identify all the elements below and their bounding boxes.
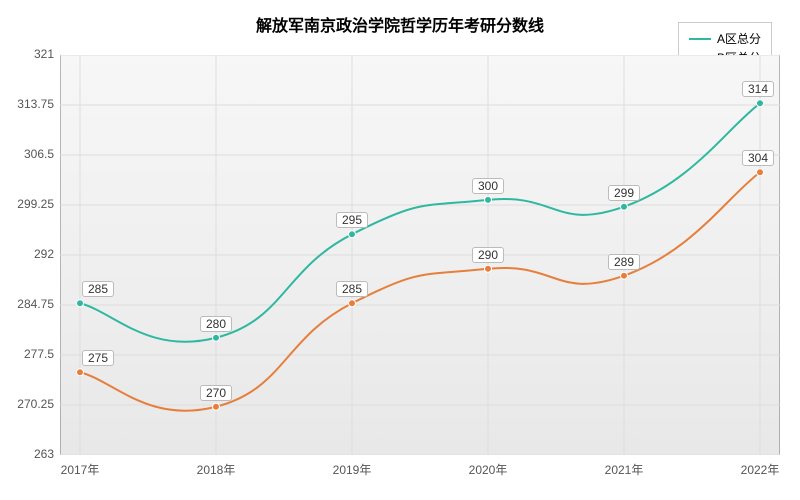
legend-item-a: A区总分 — [689, 30, 761, 47]
data-label: 270 — [200, 385, 232, 401]
data-label: 300 — [472, 178, 504, 194]
data-label: 280 — [200, 316, 232, 332]
x-tick-label: 2020年 — [469, 461, 508, 478]
y-tick-label: 277.5 — [24, 347, 54, 361]
x-tick-label: 2017年 — [61, 461, 100, 478]
data-label: 289 — [608, 254, 640, 270]
x-tick-label: 2022年 — [741, 461, 780, 478]
x-tick-label: 2018年 — [197, 461, 236, 478]
plot-area — [60, 55, 780, 455]
legend-swatch-a — [689, 38, 711, 40]
plot-svg — [60, 55, 780, 455]
data-label: 275 — [82, 350, 114, 366]
data-label: 285 — [82, 281, 114, 297]
y-tick-label: 292 — [34, 247, 54, 261]
y-tick-label: 284.75 — [17, 297, 54, 311]
data-label: 314 — [742, 81, 774, 97]
data-label: 285 — [336, 281, 368, 297]
y-tick-label: 270.25 — [17, 397, 54, 411]
data-label: 290 — [472, 247, 504, 263]
y-tick-label: 263 — [34, 447, 54, 461]
y-tick-label: 321 — [34, 47, 54, 61]
legend-label-a: A区总分 — [717, 30, 761, 47]
chart-container: 解放军南京政治学院哲学历年考研分数线 A区总分 B区总分 263270.2527… — [0, 0, 800, 500]
y-tick-label: 306.5 — [24, 147, 54, 161]
data-label: 295 — [336, 212, 368, 228]
x-tick-label: 2019年 — [333, 461, 372, 478]
x-tick-label: 2021年 — [605, 461, 644, 478]
y-tick-label: 299.25 — [17, 197, 54, 211]
data-label: 299 — [608, 185, 640, 201]
y-tick-label: 313.75 — [17, 97, 54, 111]
data-label: 304 — [742, 150, 774, 166]
